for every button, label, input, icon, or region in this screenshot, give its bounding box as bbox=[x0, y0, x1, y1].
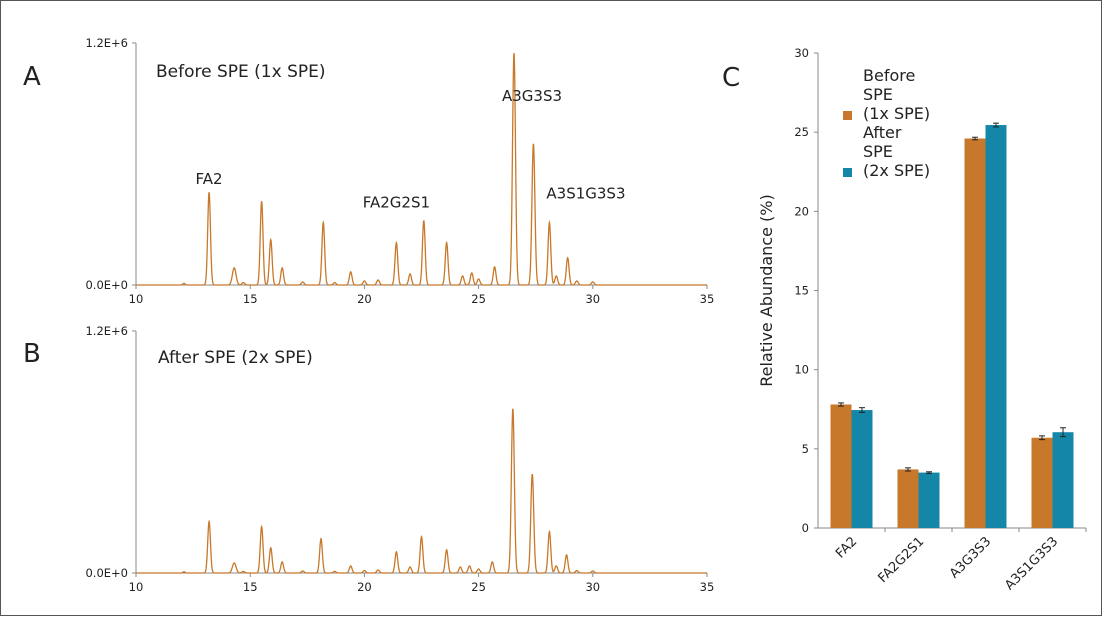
x-tick-label: 10 bbox=[129, 580, 144, 594]
y-tick-label: 1.2E+6 bbox=[85, 36, 128, 50]
x-tick-label: 25 bbox=[471, 292, 486, 306]
x-tick-label: 15 bbox=[243, 580, 258, 594]
x-tick-label: FA2G2S1 bbox=[875, 534, 927, 586]
x-tick-label: 15 bbox=[243, 292, 258, 306]
y-tick-label: 20 bbox=[794, 204, 809, 218]
y-tick-label: 0.0E+0 bbox=[85, 566, 128, 580]
legend-swatch bbox=[843, 168, 852, 177]
peak-label: A3G3S3 bbox=[502, 87, 562, 105]
bar bbox=[985, 125, 1007, 529]
legend-swatch bbox=[843, 111, 852, 120]
legend-label: Before bbox=[863, 66, 915, 85]
x-tick-label: 20 bbox=[357, 580, 372, 594]
y-axis-title: Relative Abundance (%) bbox=[757, 194, 776, 387]
legend-label: After bbox=[863, 123, 902, 142]
x-tick-label: A3G3S3 bbox=[947, 534, 994, 581]
y-tick-label: 15 bbox=[794, 284, 809, 298]
legend-label: SPE bbox=[863, 142, 893, 161]
y-tick-label: 30 bbox=[794, 46, 809, 60]
y-tick-label: 0 bbox=[802, 521, 809, 535]
peak-label: FA2G2S1 bbox=[363, 194, 430, 212]
panel-a-letter: A bbox=[23, 62, 41, 92]
panel-a-title: Before SPE (1x SPE) bbox=[156, 62, 326, 82]
peak-label: FA2 bbox=[196, 170, 223, 188]
x-tick-label: 30 bbox=[585, 580, 600, 594]
panel-c-letter: C bbox=[722, 63, 740, 93]
bar bbox=[851, 410, 873, 528]
x-tick-label: 20 bbox=[357, 292, 372, 306]
y-tick-label: 1.2E+6 bbox=[85, 324, 128, 338]
x-tick-label: 25 bbox=[471, 580, 486, 594]
panel-b-letter: B bbox=[23, 339, 41, 369]
bar bbox=[897, 469, 919, 528]
chromatogram-trace bbox=[136, 53, 707, 286]
x-tick-label: A3S1G3S3 bbox=[1002, 534, 1061, 593]
panel-b-title: After SPE (2x SPE) bbox=[158, 348, 313, 368]
bar bbox=[830, 404, 852, 528]
bar bbox=[964, 138, 986, 528]
x-tick-label: FA2 bbox=[833, 534, 860, 561]
chromatogram-trace bbox=[136, 408, 707, 574]
bar-chart-c: 0 5 10 15 20 25 30 Relative Abundance (%) FA2 FA2… bbox=[757, 46, 1087, 593]
peak-label: A3S1G3S3 bbox=[546, 184, 625, 202]
chromatogram-b: 0.0E+0 1.2E+6 10 15 20 25 30 35 bbox=[85, 324, 714, 594]
chromatogram-a: 0.0E+0 1.2E+6 10 15 20 25 30 35 FA2 FA2G2S1 A3G3S3… bbox=[85, 36, 714, 306]
bar bbox=[918, 472, 940, 528]
x-tick-label: 10 bbox=[129, 292, 144, 306]
legend-label: SPE bbox=[863, 85, 893, 104]
y-tick-label: 25 bbox=[794, 125, 809, 139]
legend-label: (1x SPE) bbox=[863, 104, 930, 123]
x-tick-label: 35 bbox=[700, 580, 715, 594]
y-tick-label: 10 bbox=[794, 363, 809, 377]
x-tick-label: 35 bbox=[700, 292, 715, 306]
bar bbox=[1031, 437, 1053, 528]
legend-label: (2x SPE) bbox=[863, 161, 930, 180]
y-tick-label: 0.0E+0 bbox=[85, 278, 128, 292]
x-tick-label: 30 bbox=[585, 292, 600, 306]
y-tick-label: 5 bbox=[802, 442, 809, 456]
bar bbox=[1052, 432, 1074, 528]
